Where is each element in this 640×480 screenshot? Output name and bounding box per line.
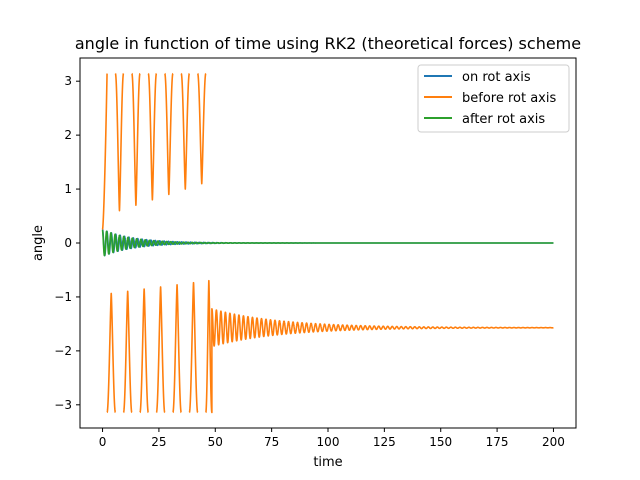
y-tick-label: 1 (64, 182, 72, 196)
y-tick-label: 2 (64, 128, 72, 142)
x-tick-label: 100 (317, 435, 340, 449)
x-tick-label: 150 (429, 435, 452, 449)
series-layer (101, 72, 555, 414)
plot-area (79, 57, 577, 429)
y-axis-ticks: −3 −2 −1 0 1 2 3 (54, 74, 80, 412)
x-axis-ticks: 0 25 50 75 100 125 150 175 200 (99, 428, 565, 449)
y-tick-label: 0 (64, 236, 72, 250)
series-line-after-rot-axis (101, 229, 555, 257)
y-tick-label: −1 (54, 290, 72, 304)
y-axis-label: angle (31, 225, 46, 261)
x-tick-label: 200 (542, 435, 565, 449)
chart-title: angle in function of time using RK2 (the… (75, 34, 581, 53)
legend: on rot axis before rot axis after rot ax… (417, 64, 570, 133)
x-tick-label: 175 (486, 435, 509, 449)
y-tick-label: 3 (64, 74, 72, 88)
y-tick-label: −3 (54, 398, 72, 412)
x-tick-label: 50 (208, 435, 223, 449)
x-axis-label: time (313, 455, 342, 470)
legend-label-on-rot-axis: on rot axis (462, 70, 531, 85)
legend-box (417, 64, 570, 133)
legend-label-after-rot-axis: after rot axis (462, 112, 545, 127)
legend-label-before-rot-axis: before rot axis (462, 91, 556, 106)
x-tick-label: 125 (373, 435, 396, 449)
x-tick-label: 25 (151, 435, 166, 449)
y-tick-label: −2 (54, 344, 72, 358)
x-tick-label: 0 (99, 435, 107, 449)
x-tick-label: 75 (264, 435, 279, 449)
series-line-before-rot-axis (101, 72, 555, 414)
